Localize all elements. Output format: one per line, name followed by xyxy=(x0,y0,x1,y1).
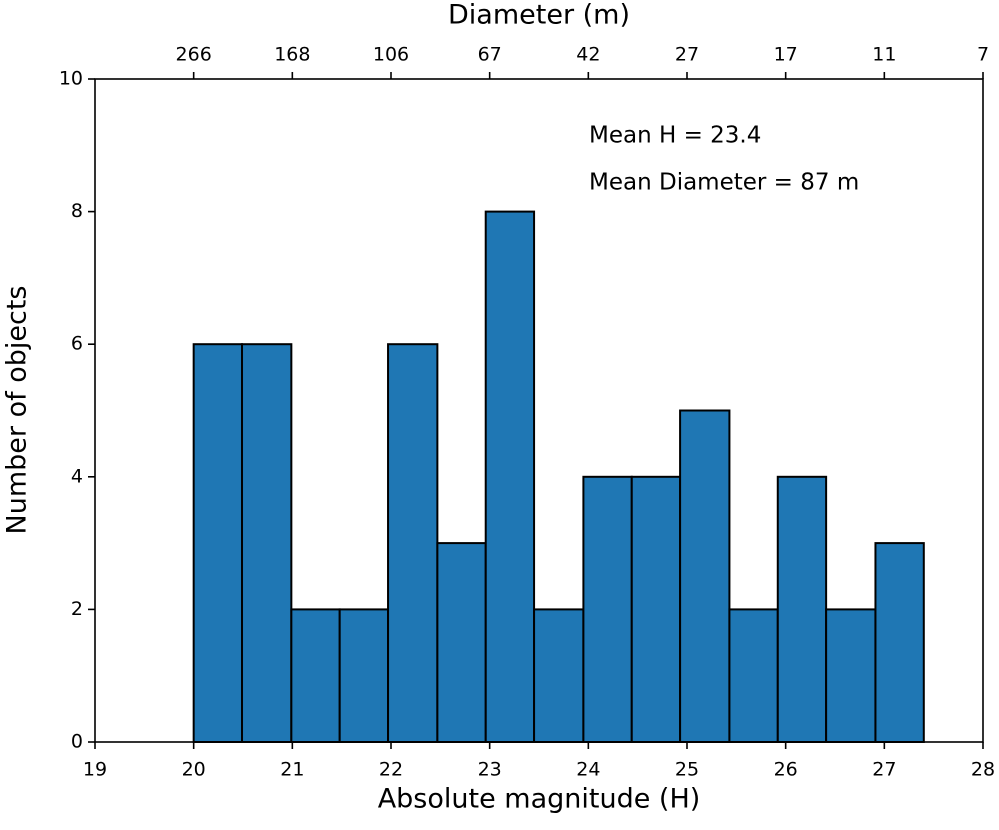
y-tick-label: 2 xyxy=(71,598,83,620)
bar xyxy=(387,343,439,743)
x-tick-label: 19 xyxy=(83,759,107,781)
x2-tick-label: 42 xyxy=(576,44,600,66)
x-tick-label: 26 xyxy=(774,759,798,781)
y-tick-label: 8 xyxy=(71,200,83,222)
x-tick-label: 21 xyxy=(280,759,304,781)
bar xyxy=(338,608,390,744)
x2-tick-label: 106 xyxy=(373,44,409,66)
x2-tick-label: 67 xyxy=(478,44,502,66)
x-tick-label: 27 xyxy=(872,759,896,781)
x-tick-label: 22 xyxy=(379,759,403,781)
x2-axis-label: Diameter (m) xyxy=(448,0,630,31)
bar xyxy=(679,409,731,743)
bar xyxy=(533,608,585,744)
bar xyxy=(241,343,293,743)
x-tick-label: 24 xyxy=(576,759,600,781)
x-tick-label: 28 xyxy=(971,759,995,781)
x2-tick-label: 17 xyxy=(774,44,798,66)
bar xyxy=(874,542,925,743)
bar xyxy=(290,608,341,744)
annotation: Mean H = 23.4 xyxy=(589,123,761,149)
bar xyxy=(436,542,487,743)
x2-tick-label: 7 xyxy=(977,44,989,66)
y-axis-label: Number of objects xyxy=(2,286,33,535)
y-tick-label: 10 xyxy=(59,68,83,90)
x2-tick-label: 27 xyxy=(675,44,699,66)
annotation: Mean Diameter = 87 m xyxy=(589,170,859,196)
x-tick-label: 23 xyxy=(478,759,502,781)
y-tick-label: 6 xyxy=(71,333,83,355)
y-tick-label: 0 xyxy=(71,731,83,753)
axes-frame xyxy=(94,78,984,743)
bar xyxy=(825,608,877,744)
y-tick-label: 4 xyxy=(71,465,83,487)
bar xyxy=(582,475,633,743)
bar xyxy=(630,475,682,743)
x2-tick-label: 266 xyxy=(176,44,212,66)
bar xyxy=(728,608,779,744)
x-tick-label: 20 xyxy=(182,759,206,781)
x2-tick-label: 168 xyxy=(274,44,310,66)
x-tick-label: 25 xyxy=(675,759,699,781)
bar xyxy=(192,343,244,743)
bar xyxy=(484,210,536,744)
x-axis-label: Absolute magnitude (H) xyxy=(378,784,701,815)
bar xyxy=(776,475,828,743)
x2-tick-label: 11 xyxy=(872,44,896,66)
